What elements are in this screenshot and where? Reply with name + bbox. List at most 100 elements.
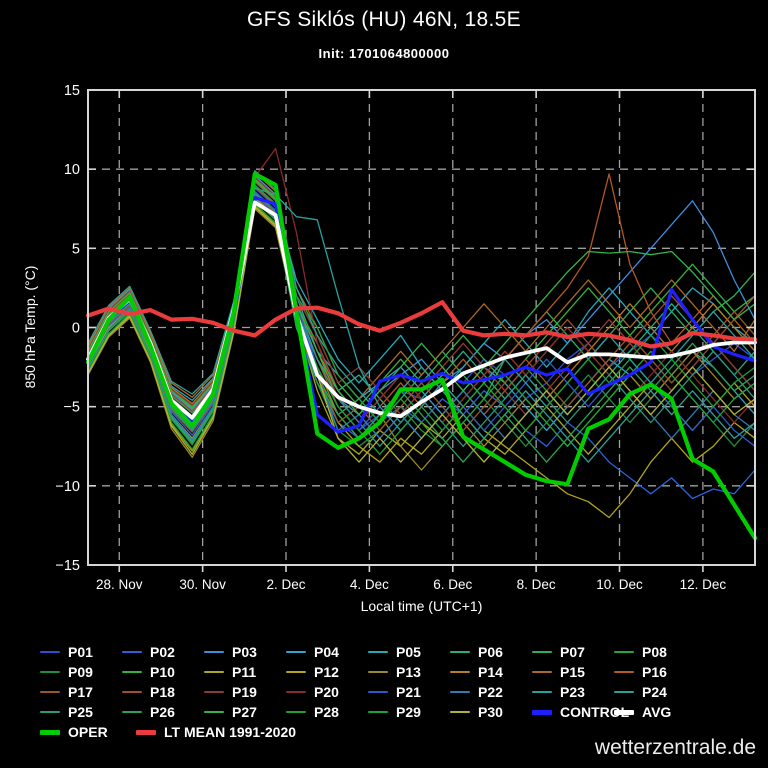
legend-item-p15: P15 (532, 664, 614, 680)
x-tick-label: 4. Dec (350, 577, 389, 592)
series-p13 (87, 208, 756, 471)
legend-swatch-p02 (122, 651, 142, 653)
series-lt-mean-1991-2020 (85, 300, 758, 349)
legend-swatch-p22 (450, 691, 470, 693)
legend-item-p23: P23 (532, 684, 614, 700)
legend-label-p16: P16 (642, 664, 667, 680)
legend-item-p08: P08 (614, 644, 696, 660)
legend-item-p20: P20 (286, 684, 368, 700)
chart-title: GFS Siklós (HU) 46N, 18.5E (247, 8, 521, 31)
legend-swatch-p16 (614, 671, 634, 673)
legend-label-p24: P24 (642, 684, 667, 700)
legend-swatch-p03 (204, 651, 224, 653)
legend-swatch-p11 (204, 671, 224, 673)
legend-swatch-p01 (40, 651, 60, 653)
legend-item-p22: P22 (450, 684, 532, 700)
legend-swatch-p05 (368, 651, 388, 653)
legend-label-avg: AVG (642, 704, 672, 720)
legend-item-p24: P24 (614, 684, 696, 700)
legend-label-p05: P05 (396, 644, 421, 660)
legend-row: P17 P18 P19 P20 P21 P22 P23 P24 (40, 682, 764, 702)
legend-label-p26: P26 (150, 704, 175, 720)
legend-swatch-p10 (122, 671, 142, 673)
legend-label-p07: P07 (560, 644, 585, 660)
legend-row: P25 P26 P27 P28 P29 P30 CONTROL AVG (40, 702, 764, 722)
legend-swatch-p07 (532, 651, 552, 653)
brand-watermark: wetterzentrale.de (594, 736, 756, 759)
legend-swatch-p26 (122, 711, 142, 713)
legend-item-control: CONTROL (532, 704, 629, 720)
legend-row: P09 P10 P11 P12 P13 P14 P15 P16 (40, 662, 764, 682)
legend-label-p25: P25 (68, 704, 93, 720)
legend-swatch-p27 (204, 711, 224, 713)
legend-label-p27: P27 (232, 704, 257, 720)
legend-item-avg: AVG (614, 704, 696, 720)
legend-item-p25: P25 (40, 704, 122, 720)
legend-item-p07: P07 (532, 644, 614, 660)
y-tick-label: 10 (64, 162, 80, 178)
legend-item-p14: P14 (450, 664, 532, 680)
legend-item-p29: P29 (368, 704, 450, 720)
legend-label-p11: P11 (232, 664, 257, 680)
legend-label-p19: P19 (232, 684, 257, 700)
y-tick-label: 5 (72, 241, 80, 257)
legend-label-p10: P10 (150, 664, 175, 680)
legend-label-p15: P15 (560, 664, 585, 680)
init-timestamp: Init: 1701064800000 (318, 46, 450, 61)
legend-label-oper: OPER (68, 724, 108, 740)
legend-item-p13: P13 (368, 664, 450, 680)
y-tick-label: −10 (55, 479, 80, 495)
legend-swatch-p18 (122, 691, 142, 693)
y-axis-label: 850 hPa Temp. (°C) (22, 265, 38, 389)
x-tick-label: 10. Dec (596, 577, 643, 592)
legend-label-p17: P17 (68, 684, 93, 700)
legend-swatch-lt-mean-1991-2020 (136, 729, 156, 735)
legend-item-p17: P17 (40, 684, 122, 700)
legend-item-p27: P27 (204, 704, 286, 720)
x-tick-label: 6. Dec (433, 577, 472, 592)
ensemble-temperature-plot: 15 10 5 0 −5 −10 −15 28. Nov 30. Nov 2. Dec 4. Dec… (55, 83, 758, 592)
legend-swatch-p09 (40, 671, 60, 673)
legend-swatch-p23 (532, 691, 552, 693)
legend-label-p13: P13 (396, 664, 421, 680)
legend-label-p23: P23 (560, 684, 585, 700)
series-p17 (87, 193, 756, 433)
legend-label-p06: P06 (478, 644, 503, 660)
legend-swatch-p13 (368, 671, 388, 673)
series-p24 (87, 170, 756, 463)
legend-label-p12: P12 (314, 664, 339, 680)
legend-swatch-p29 (368, 711, 388, 713)
legend-label-control: CONTROL (560, 704, 630, 720)
x-axis-label: Local time (UTC+1) (360, 598, 483, 614)
legend-swatch-p12 (286, 671, 306, 673)
legend-swatch-p19 (204, 691, 224, 693)
legend-label-p29: P29 (396, 704, 421, 720)
legend-label-p28: P28 (314, 704, 339, 720)
legend-label-p30: P30 (478, 704, 503, 720)
legend-label-p22: P22 (478, 684, 503, 700)
legend-swatch-p08 (614, 651, 634, 653)
legend-item-p16: P16 (614, 664, 696, 680)
legend-swatch-control (532, 709, 552, 715)
x-tick-label: 2. Dec (267, 577, 306, 592)
series-p03 (87, 179, 756, 416)
legend-item-p03: P03 (204, 644, 286, 660)
legend-item-p28: P28 (286, 704, 368, 720)
y-tick-label: −15 (55, 558, 80, 574)
legend-item-p30: P30 (450, 704, 532, 720)
legend-swatch-p06 (450, 651, 470, 653)
legend-swatch-p30 (450, 711, 470, 713)
legend-item-p04: P04 (286, 644, 368, 660)
legend-item-p26: P26 (122, 704, 204, 720)
legend-swatch-p21 (368, 691, 388, 693)
legend-item-p19: P19 (204, 684, 286, 700)
legend-row: P01 P02 P03 P04 P05 P06 P07 P08 (40, 642, 764, 662)
legend-swatch-p25 (40, 711, 60, 713)
legend-item-p02: P02 (122, 644, 204, 660)
legend: P01 P02 P03 P04 P05 P06 P07 P08 P09 P10 P11 P12 P13 P… (40, 642, 764, 742)
legend-swatch-avg (614, 709, 634, 715)
legend-item-p01: P01 (40, 644, 122, 660)
x-tick-label: 30. Nov (179, 577, 226, 592)
legend-item-p12: P12 (286, 664, 368, 680)
